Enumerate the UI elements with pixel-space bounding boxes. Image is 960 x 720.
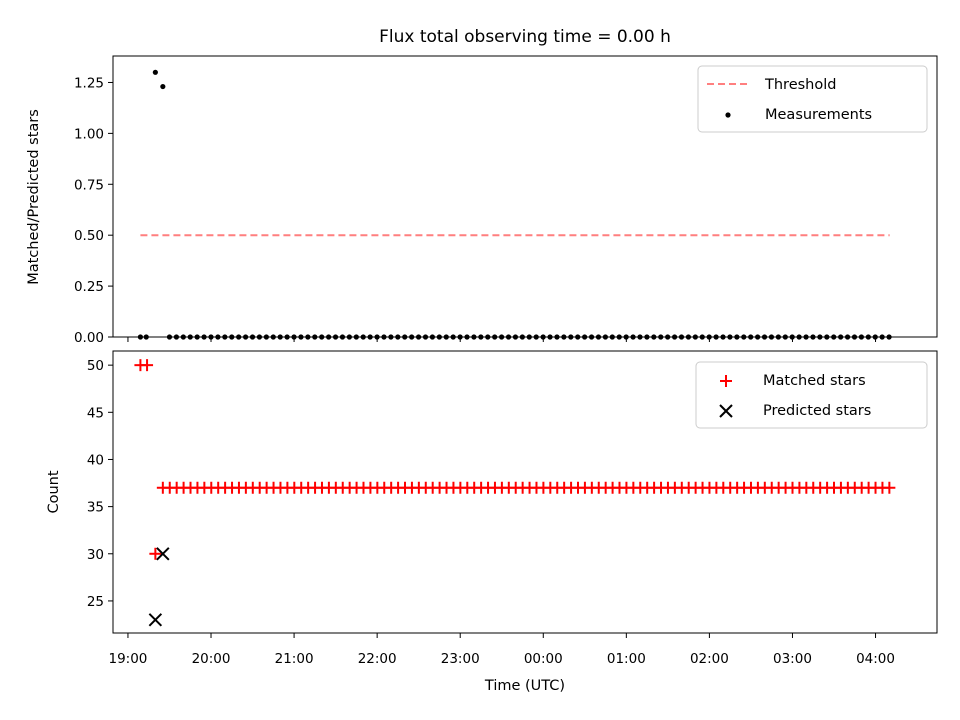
x-tick-label: 01:00 xyxy=(607,651,646,667)
measurement-point xyxy=(152,69,158,75)
bottom-legend-box xyxy=(695,361,928,429)
x-tick-label: 22:00 xyxy=(358,651,397,667)
legend-threshold-label: Threshold xyxy=(764,77,836,93)
x-b xyxy=(148,613,163,627)
legend-measurements-swatch xyxy=(725,112,731,118)
legend-measurements-label: Measurements xyxy=(765,107,872,123)
predicted-star-point xyxy=(148,613,163,627)
x-tick-label: 20:00 xyxy=(192,651,231,667)
chart-title: Flux total observing time = 0.00 h xyxy=(379,27,671,47)
matched-star-point xyxy=(141,359,154,372)
y-tick-label: 0.00 xyxy=(74,330,104,346)
y-tick-label: 0.25 xyxy=(74,279,104,295)
x-tick-label: 21:00 xyxy=(275,651,314,667)
legend-predicted-swatch xyxy=(719,404,733,418)
y-tick-label: 1.00 xyxy=(74,126,104,142)
bottom-plot-marks xyxy=(134,359,896,627)
top-legend-box xyxy=(697,65,928,133)
y-tick-label: 30 xyxy=(87,547,104,563)
bottom-y-axis-label: Count xyxy=(46,470,62,513)
legend-matched-swatch xyxy=(720,375,732,387)
x-tick-label: 02:00 xyxy=(690,651,729,667)
matched-star-point xyxy=(883,481,896,494)
top-y-ticks: 0.00 0.25 0.50 0.75 1.00 1.25 xyxy=(74,75,113,346)
bottom-x-ticks: 19:00 20:00 21:00 22:00 23:00 00:00 01:00 02:00… xyxy=(108,633,895,667)
y-tick-label: 1.25 xyxy=(74,75,104,91)
x-tick-label: 19:00 xyxy=(108,651,147,667)
bottom-axes-frame xyxy=(112,350,938,634)
y-tick-label: 0.50 xyxy=(74,228,104,244)
x-b xyxy=(156,547,170,561)
measurement-point xyxy=(160,83,166,90)
x-tick-label: 00:00 xyxy=(524,651,563,667)
predicted-star-point xyxy=(156,547,170,561)
bottom-panel: 25 30 35 40 45 50 19:00 20:00 21:00 22:00 23:00 00… xyxy=(46,350,938,694)
x-axis-label: Time (UTC) xyxy=(484,678,565,694)
y-tick-label: 50 xyxy=(87,358,104,374)
y-tick-label: 40 xyxy=(87,452,104,468)
x-tick-label: 23:00 xyxy=(441,651,480,667)
top-panel: Flux total observing time = 0.00 h 0.000… xyxy=(26,27,938,346)
top-y-axis-label: Matched/Predicted stars xyxy=(26,109,42,285)
x-tick-label: 04:00 xyxy=(856,651,895,667)
matched-star-point xyxy=(149,547,162,560)
top-axes-frame xyxy=(112,55,938,338)
y-tick-label: 35 xyxy=(87,500,104,516)
y-tick-label: 25 xyxy=(87,594,104,610)
bottom-legend: Matched stars Predicted stars xyxy=(695,361,928,429)
top-legend: Threshold Measurements xyxy=(697,65,928,133)
x-tick-label: 03:00 xyxy=(773,651,812,667)
y-tick-label: 0.75 xyxy=(74,177,104,193)
legend-predicted-label: Predicted stars xyxy=(763,403,871,419)
bottom-y-ticks: 25 30 35 40 45 50 xyxy=(87,358,113,610)
legend-matched-label: Matched stars xyxy=(763,373,866,389)
y-tick-label: 45 xyxy=(87,405,104,421)
